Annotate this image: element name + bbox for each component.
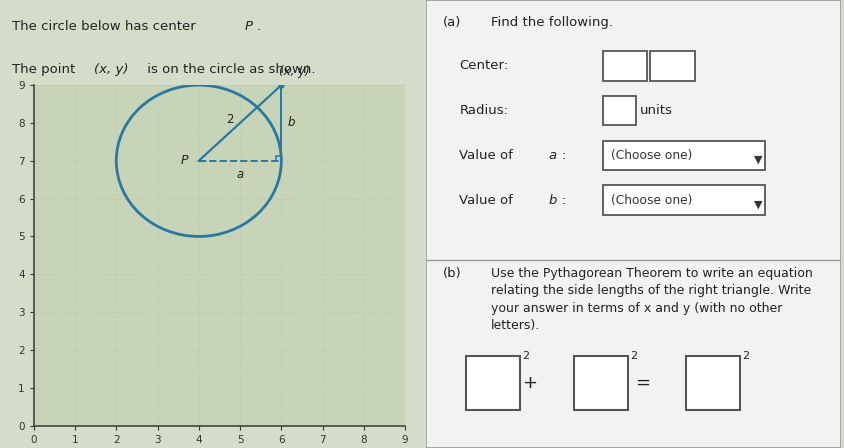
FancyBboxPatch shape [651, 51, 695, 81]
Text: (b): (b) [443, 267, 462, 280]
Text: The point: The point [13, 63, 80, 76]
Text: Find the following.: Find the following. [490, 16, 613, 29]
Text: Value of: Value of [459, 149, 517, 162]
Text: P: P [181, 154, 188, 167]
Text: Value of: Value of [459, 194, 517, 207]
FancyBboxPatch shape [574, 356, 628, 410]
Text: The circle below has center: The circle below has center [13, 20, 200, 33]
Text: =: = [635, 374, 650, 392]
FancyBboxPatch shape [603, 185, 765, 215]
Text: (Choose one): (Choose one) [611, 149, 692, 162]
Text: .: . [257, 20, 261, 33]
Text: +: + [522, 374, 538, 392]
Text: a: a [236, 168, 244, 181]
Text: units: units [640, 104, 673, 117]
Text: Center:: Center: [459, 59, 509, 72]
FancyBboxPatch shape [686, 356, 739, 410]
Text: b: b [288, 116, 295, 129]
Text: (x, y): (x, y) [279, 65, 310, 78]
FancyBboxPatch shape [603, 51, 647, 81]
Text: :: : [561, 149, 565, 162]
Text: a: a [549, 149, 557, 162]
Text: (x, y): (x, y) [94, 63, 128, 76]
Text: (Choose one): (Choose one) [611, 194, 692, 207]
Text: :: : [561, 194, 565, 207]
Text: b: b [549, 194, 557, 207]
FancyBboxPatch shape [603, 96, 636, 125]
Text: 2: 2 [226, 112, 234, 126]
Text: 2: 2 [522, 351, 529, 361]
Text: Radius:: Radius: [459, 104, 508, 117]
Text: Use the Pythagorean Theorem to write an equation
relating the side lengths of th: Use the Pythagorean Theorem to write an … [490, 267, 812, 332]
Text: 2: 2 [630, 351, 637, 361]
Text: (a): (a) [443, 16, 461, 29]
Text: ▼: ▼ [755, 155, 763, 164]
Text: P: P [245, 20, 252, 33]
FancyBboxPatch shape [466, 356, 520, 410]
FancyBboxPatch shape [603, 141, 765, 170]
Text: 2: 2 [742, 351, 749, 361]
Text: is on the circle as shown.: is on the circle as shown. [143, 63, 316, 76]
Text: ▼: ▼ [755, 199, 763, 209]
